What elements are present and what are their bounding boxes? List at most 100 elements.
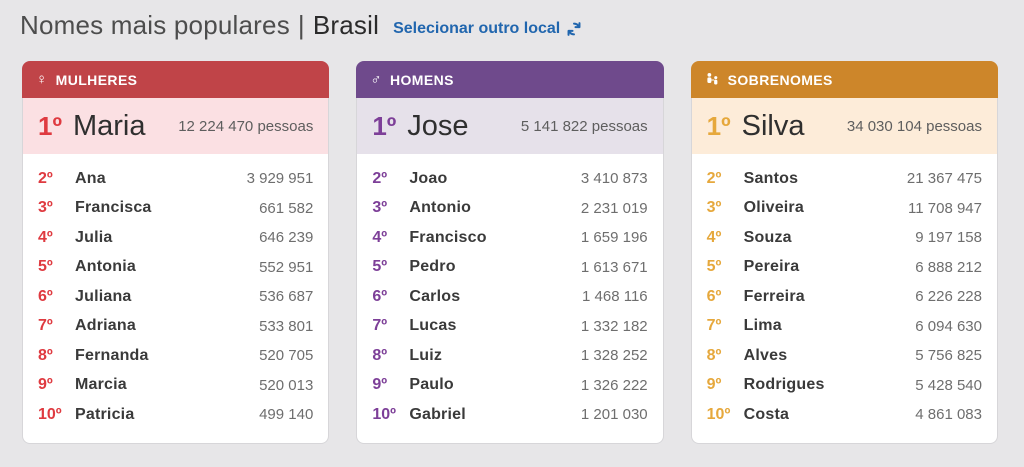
- ranking-card-mulheres: ♀ MULHERES 1º Maria 12 224 470 pessoas 2…: [22, 61, 330, 444]
- card-title: MULHERES: [55, 71, 138, 88]
- name-label: Joao: [409, 169, 448, 187]
- first-place-row: 1º Silva 34 030 104 pessoas: [691, 98, 997, 154]
- page-title: Nomes mais populares | Brasil: [20, 10, 379, 41]
- count-value: 1 659 196: [580, 229, 648, 247]
- rank-number: 2º: [38, 169, 53, 187]
- card-header: ♂ HOMENS: [356, 61, 664, 98]
- rank-number: 6º: [706, 287, 722, 305]
- count-value: 1 326 222: [580, 376, 648, 394]
- first-place-row: 1º Maria 12 224 470 pessoas: [23, 98, 329, 154]
- rank-number: 9º: [372, 376, 388, 394]
- ranking-row: 3º Antonio 2 231 019: [372, 194, 647, 224]
- rank-number: 8º: [706, 346, 722, 364]
- ranking-row: 5º Pereira 6 888 212: [707, 253, 982, 283]
- ranking-row: 5º Antonia 552 951: [38, 253, 313, 283]
- ranking-row: 3º Oliveira 11 708 947: [707, 194, 982, 224]
- count-value: 646 239: [259, 229, 314, 247]
- rank-number: 6º: [372, 287, 388, 305]
- first-place-count: 34 030 104 pessoas: [846, 118, 982, 135]
- rank-number: 7º: [372, 317, 388, 335]
- name-label: Luiz: [409, 346, 443, 364]
- count-value: 552 951: [259, 258, 314, 276]
- count-value: 661 582: [259, 199, 314, 217]
- select-other-location-label: Selecionar outro local: [393, 19, 561, 37]
- first-place-count: 12 224 470 pessoas: [178, 118, 314, 135]
- rank-number: 1º: [38, 111, 62, 141]
- ranking-list: 2º Ana 3 929 951 3º Francisca 661 582 4º…: [23, 154, 328, 443]
- page-title-separator: |: [297, 10, 305, 40]
- count-value: 1 468 116: [582, 288, 648, 306]
- select-other-location-link[interactable]: Selecionar outro local: [393, 20, 582, 38]
- ranking-row: 7º Lima 6 094 630: [707, 312, 982, 342]
- card-header: ♀ MULHERES: [22, 61, 330, 98]
- rank-number: 1º: [706, 111, 731, 141]
- count-value: 3 410 873: [580, 170, 648, 188]
- rank-number: 9º: [38, 376, 53, 394]
- card-header: SOBRENOMES: [690, 61, 998, 98]
- page-title-main: Nomes mais populares: [20, 10, 290, 40]
- ranking-row: 6º Juliana 536 687: [38, 282, 313, 312]
- rank-number: 4º: [706, 228, 722, 246]
- count-value: 2 231 019: [580, 199, 648, 217]
- ranking-row: 10º Patricia 499 140: [38, 400, 313, 430]
- count-value: 520 013: [259, 376, 314, 394]
- name-label: Lucas: [409, 317, 457, 335]
- count-value: 533 801: [259, 317, 314, 335]
- first-place-row: 1º Jose 5 141 822 pessoas: [357, 98, 663, 154]
- name-label: Francisca: [75, 199, 152, 217]
- rank-number: 5º: [372, 258, 388, 276]
- ranking-row: 2º Santos 21 367 475: [707, 164, 982, 194]
- ranking-list: 2º Joao 3 410 873 3º Antonio 2 231 019 4…: [357, 154, 662, 443]
- rank-number: 2º: [706, 169, 722, 187]
- count-value: 6 888 212: [915, 258, 982, 276]
- name-label: Rodrigues: [743, 376, 825, 394]
- name-label: Marcia: [75, 376, 127, 394]
- first-place-name: Silva: [741, 110, 805, 142]
- ranking-row: 5º Pedro 1 613 671: [372, 253, 647, 283]
- name-label: Carlos: [409, 287, 461, 305]
- rank-number: 2º: [372, 169, 388, 187]
- rank-number: 10º: [706, 405, 731, 423]
- name-label: Ana: [75, 169, 106, 187]
- rank-number: 4º: [38, 228, 53, 246]
- rank-number: 3º: [372, 199, 388, 217]
- count-value: 4 861 083: [915, 406, 982, 424]
- card-title: SOBRENOMES: [727, 71, 833, 88]
- rank-number: 6º: [38, 287, 53, 305]
- name-label: Santos: [743, 169, 799, 187]
- name-label: Oliveira: [743, 199, 804, 217]
- ranking-row: 10º Costa 4 861 083: [707, 400, 982, 430]
- ranking-row: 7º Adriana 533 801: [38, 312, 313, 342]
- ranking-row: 8º Fernanda 520 705: [38, 341, 313, 371]
- refresh-icon: [566, 21, 582, 37]
- count-value: 1 328 252: [580, 347, 648, 365]
- cards-row: ♀ MULHERES 1º Maria 12 224 470 pessoas 2…: [22, 61, 998, 444]
- first-place-name: Jose: [407, 110, 469, 142]
- page-title-location: Brasil: [312, 10, 380, 40]
- ranking-list: 2º Santos 21 367 475 3º Oliveira 11 708 …: [692, 154, 997, 443]
- ranking-row: 10º Gabriel 1 201 030: [372, 400, 647, 430]
- ranking-row: 7º Lucas 1 332 182: [372, 312, 647, 342]
- rank-number: 1º: [372, 111, 397, 141]
- first-place-count: 5 141 822 pessoas: [520, 118, 648, 135]
- first-place-name: Maria: [72, 110, 146, 142]
- name-label: Gabriel: [409, 405, 466, 423]
- ranking-row: 9º Rodrigues 5 428 540: [707, 371, 982, 401]
- card-body: 1º Jose 5 141 822 pessoas 2º Joao 3 410 …: [356, 98, 664, 444]
- ranking-row: 3º Francisca 661 582: [38, 194, 313, 224]
- name-label: Souza: [743, 228, 792, 246]
- ranking-row: 2º Joao 3 410 873: [372, 164, 647, 194]
- count-value: 21 367 475: [906, 170, 982, 188]
- page-header: Nomes mais populares | Brasil Selecionar o…: [0, 0, 1024, 41]
- card-title: HOMENS: [389, 71, 454, 88]
- ranking-row: 4º Julia 646 239: [38, 223, 313, 253]
- name-label: Adriana: [75, 317, 136, 335]
- ranking-card-sobrenomes: SOBRENOMES 1º Silva 34 030 104 pessoas 2…: [690, 61, 998, 444]
- ranking-row: 8º Luiz 1 328 252: [372, 341, 647, 371]
- rank-number: 8º: [38, 346, 53, 364]
- name-label: Julia: [75, 228, 113, 246]
- count-value: 6 226 228: [915, 288, 982, 306]
- ranking-card-homens: ♂ HOMENS 1º Jose 5 141 822 pessoas 2º Jo…: [356, 61, 664, 444]
- name-label: Fernanda: [75, 346, 149, 364]
- rank-number: 7º: [706, 317, 722, 335]
